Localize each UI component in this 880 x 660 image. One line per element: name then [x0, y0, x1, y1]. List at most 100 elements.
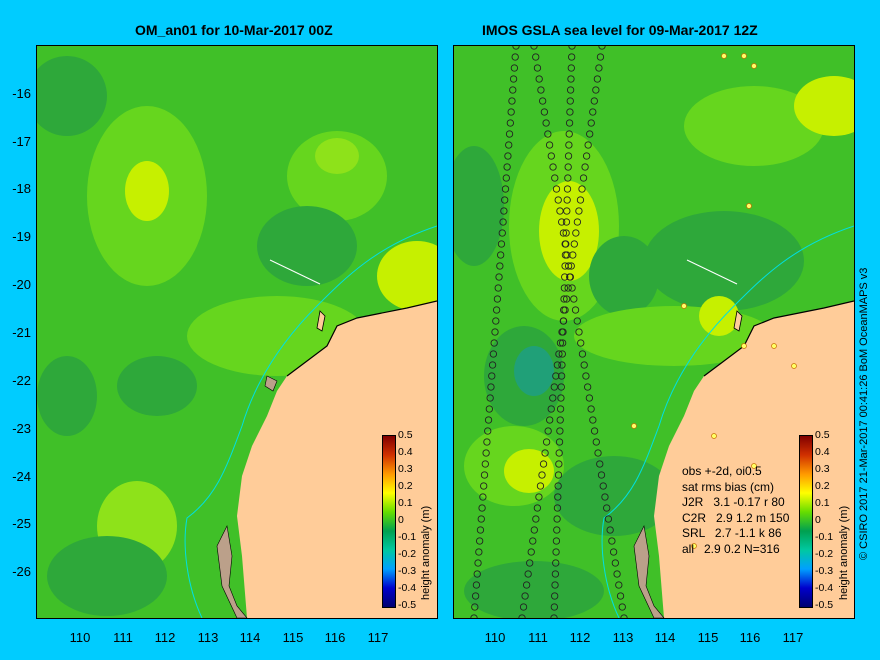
track-3	[550, 46, 576, 618]
track-marker	[539, 97, 547, 105]
obs-stats: obs +-2d, oi0.5 sat rms bias (cm) J2R 3.…	[682, 464, 789, 557]
cb-label: 0.5	[815, 429, 830, 441]
obs-dot	[791, 363, 797, 369]
cb-label: -0.5	[815, 599, 834, 611]
track-marker	[616, 592, 625, 600]
track-marker	[484, 427, 492, 435]
track-marker	[568, 284, 576, 292]
track-marker	[606, 526, 614, 534]
track-marker	[539, 460, 548, 468]
track-marker	[559, 339, 567, 347]
stats-line: all 2.9 0.2 N=316	[682, 541, 780, 556]
track-marker	[540, 108, 549, 116]
track-marker	[560, 306, 568, 314]
track-marker	[568, 53, 576, 61]
track-marker	[542, 119, 550, 127]
track-marker	[551, 592, 559, 600]
track-marker	[561, 273, 569, 281]
track-marker	[557, 383, 565, 391]
track-marker	[527, 548, 535, 556]
track-marker	[568, 46, 576, 50]
track-marker	[502, 174, 510, 182]
track-marker	[555, 350, 563, 358]
lon-tick: 111	[113, 630, 133, 645]
section-line	[686, 259, 738, 285]
track-marker	[604, 515, 613, 523]
cb-label: -0.4	[398, 582, 417, 594]
track-marker	[535, 493, 543, 501]
track-marker	[573, 218, 582, 226]
lon-tick: 114	[239, 630, 261, 645]
track-marker	[485, 405, 493, 413]
lon-tick: 115	[282, 630, 304, 645]
track-marker	[584, 383, 592, 391]
track-marker	[578, 350, 587, 358]
track-marker	[530, 526, 538, 534]
track-marker	[573, 317, 581, 325]
left-map-title: OM_an01 for 10-Mar-2017 00Z	[135, 22, 333, 38]
track-marker	[564, 152, 573, 160]
track-marker	[533, 64, 542, 72]
track-marker	[471, 592, 480, 600]
cb-label: 0.1	[815, 497, 830, 509]
track-marker	[509, 75, 518, 83]
track-marker	[558, 361, 566, 369]
track-marker	[544, 130, 552, 138]
right-map-title: IMOS GSLA sea level for 09-Mar-2017 12Z	[482, 22, 758, 38]
track-marker	[529, 537, 537, 545]
track-marker	[587, 405, 595, 413]
obs-dot	[681, 303, 687, 309]
track-marker	[508, 97, 516, 105]
obs-dot	[741, 53, 747, 59]
lon-tick: 110	[69, 630, 91, 645]
track-marker	[581, 163, 589, 171]
track-marker	[474, 559, 482, 567]
track-marker	[552, 537, 561, 545]
track-marker	[535, 75, 543, 83]
colorbar-right	[799, 435, 813, 608]
right-map	[453, 45, 855, 619]
track-marker	[589, 108, 597, 116]
track-marker	[564, 262, 573, 270]
track-marker	[562, 218, 571, 226]
track-marker	[593, 75, 602, 83]
track-marker	[490, 339, 498, 347]
cb-label: -0.2	[815, 548, 834, 560]
obs-dot	[711, 433, 717, 439]
track-marker	[564, 163, 572, 171]
track-marker	[507, 108, 515, 116]
track-marker	[545, 141, 554, 149]
cb-label: 0.3	[815, 463, 830, 475]
lon-tick: 116	[739, 630, 761, 645]
track-marker	[503, 163, 511, 171]
obs-dot	[721, 53, 727, 59]
lat-tick: -17	[12, 134, 31, 149]
track-marker	[555, 449, 563, 457]
track-marker	[567, 64, 575, 72]
track-marker	[526, 559, 534, 567]
track-marker	[505, 141, 513, 149]
track-marker	[482, 449, 490, 457]
track-marker	[494, 284, 502, 292]
track-marker	[547, 152, 555, 160]
track-marker	[480, 471, 489, 479]
obs-dot	[746, 203, 752, 209]
track-marker	[512, 46, 520, 50]
track-marker	[493, 295, 502, 303]
track-marker	[615, 581, 623, 589]
track-marker	[599, 482, 607, 490]
obs-dot	[741, 343, 747, 349]
cb-label: -0.3	[815, 565, 834, 577]
lat-tick: -23	[12, 421, 31, 436]
track-marker	[558, 350, 566, 358]
track-marker	[550, 383, 558, 391]
track-marker	[521, 592, 529, 600]
track-marker	[603, 504, 611, 512]
lon-tick: 112	[154, 630, 176, 645]
track-marker	[566, 97, 574, 105]
track-marker	[560, 295, 568, 303]
track-marker	[559, 328, 567, 336]
track-marker	[563, 185, 572, 193]
track-marker	[580, 361, 588, 369]
track-marker	[590, 427, 599, 435]
